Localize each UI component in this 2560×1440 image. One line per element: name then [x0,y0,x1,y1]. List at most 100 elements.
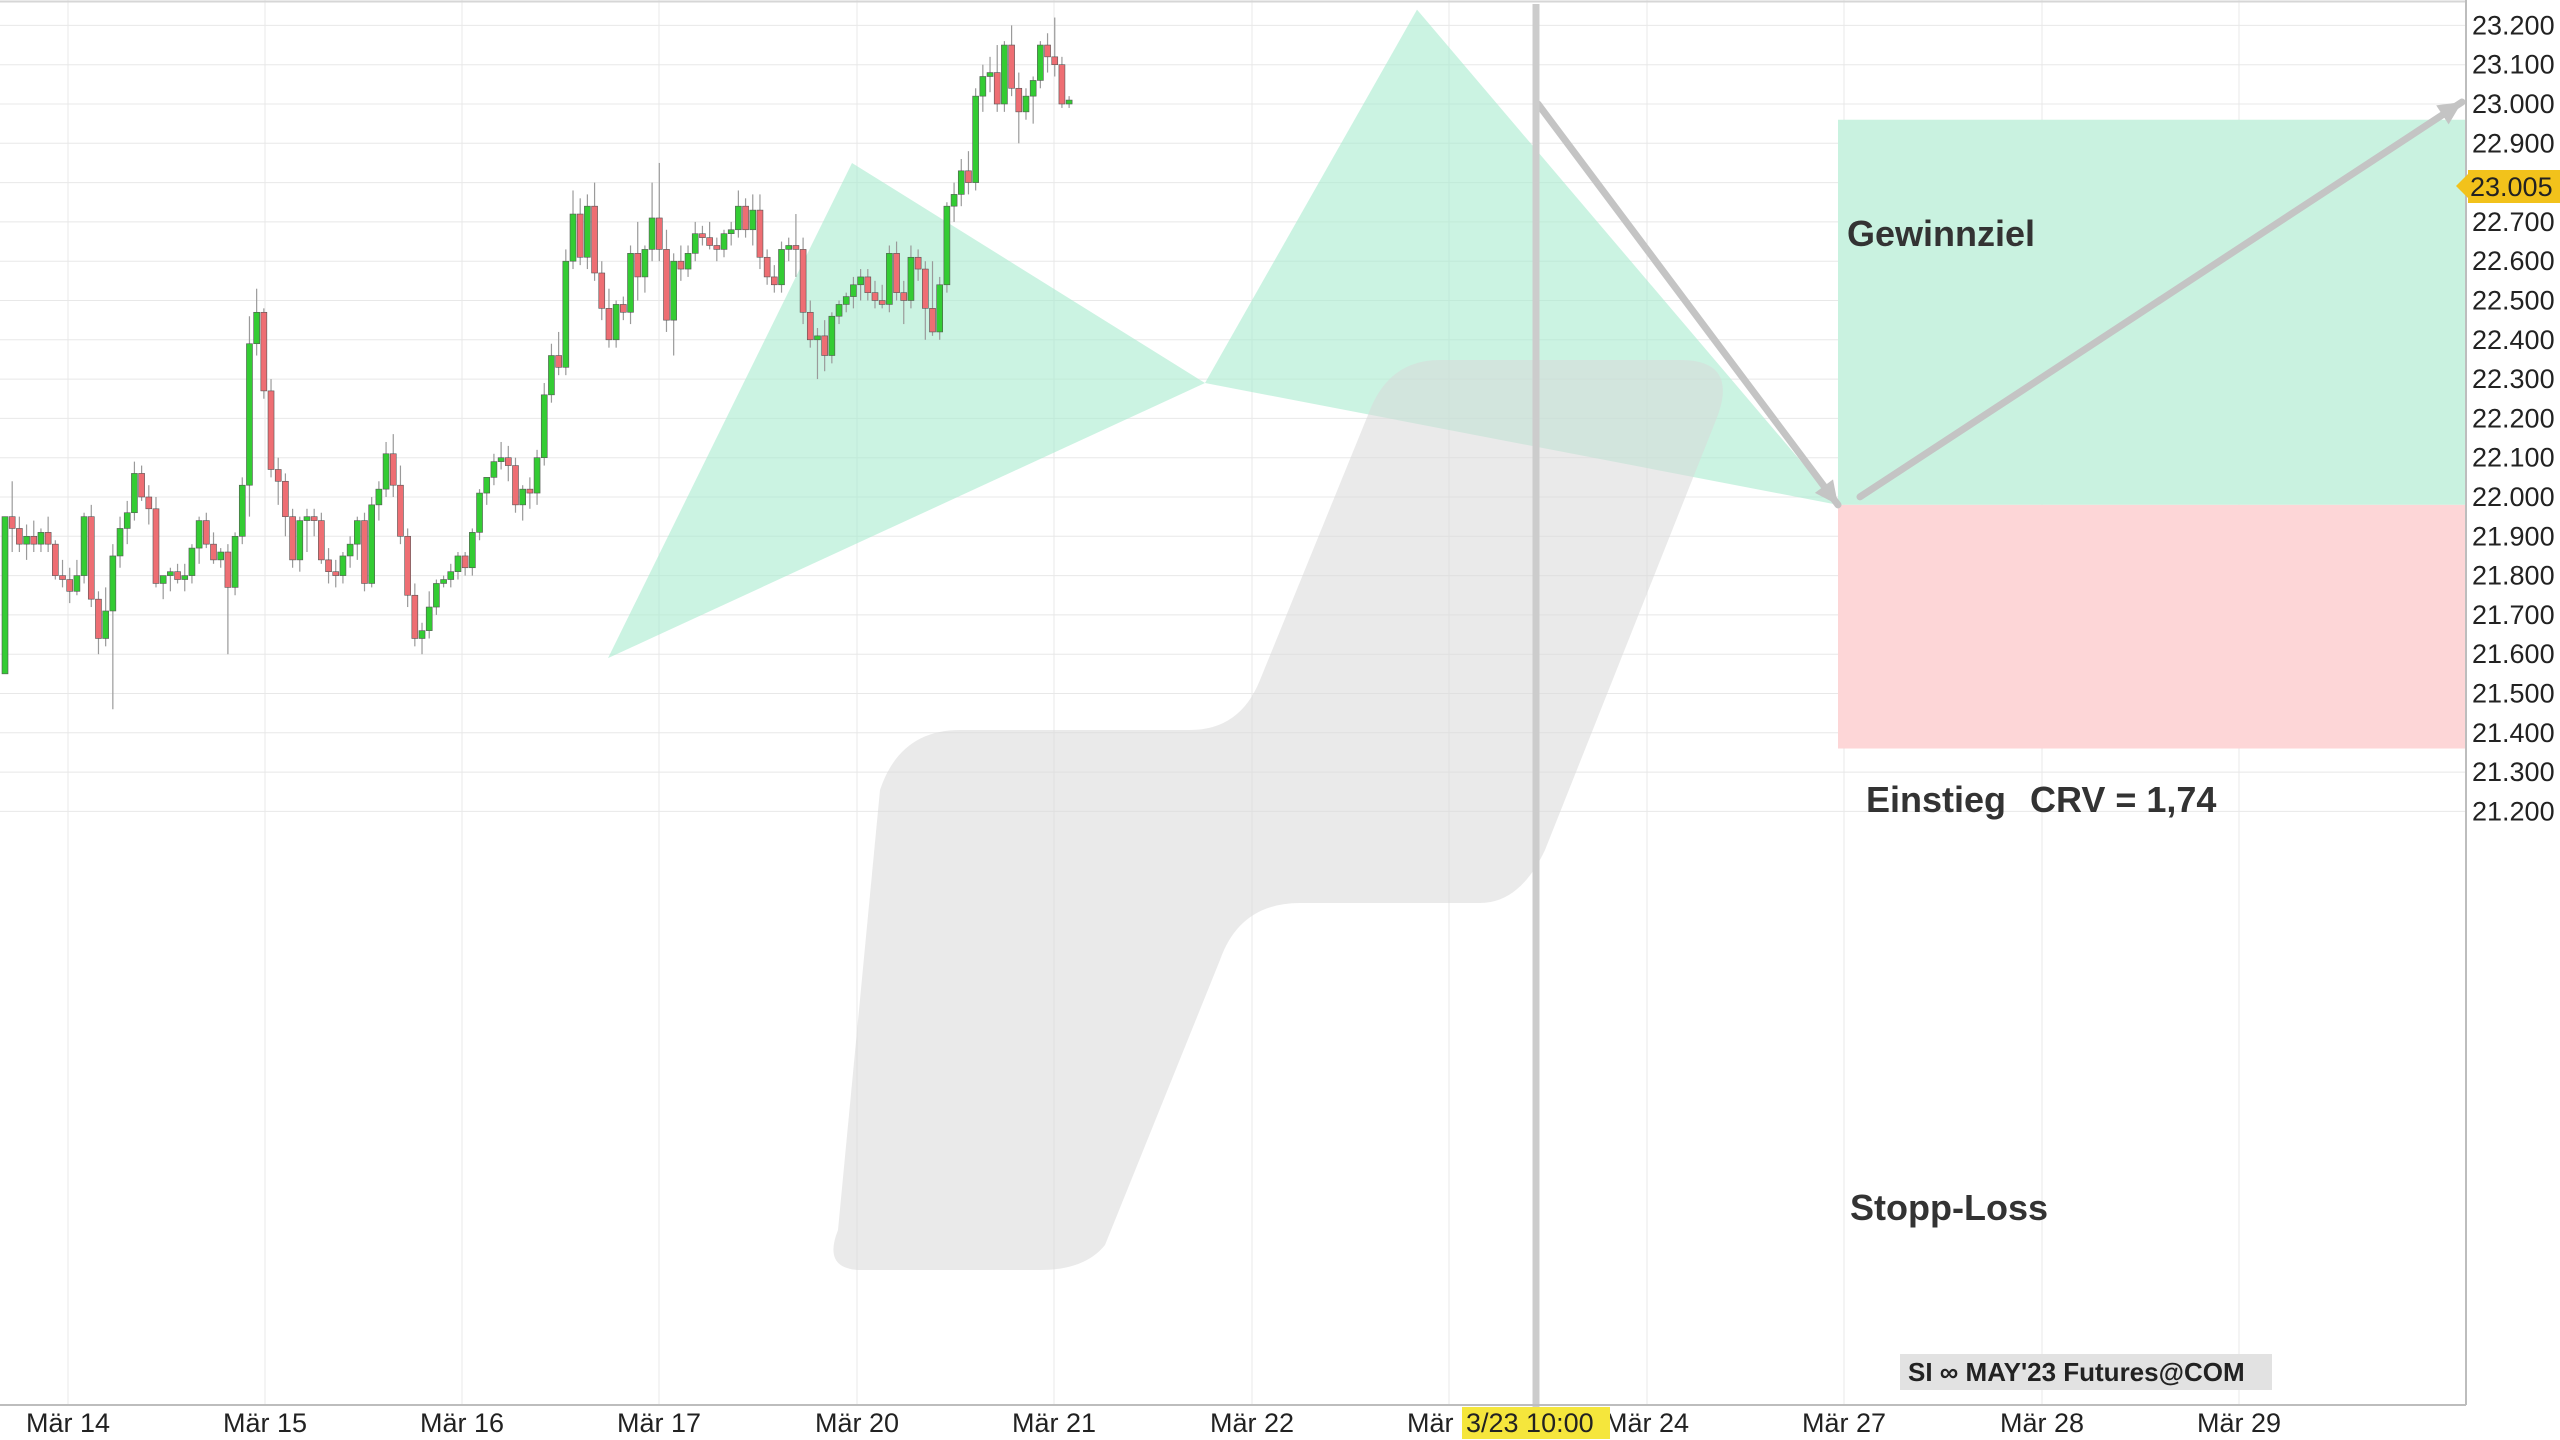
x-tick-label: Mär 29 [2197,1408,2281,1438]
svg-text:3/23 10:00: 3/23 10:00 [1466,1408,1594,1438]
candle-body [476,492,483,533]
candle-body [526,488,534,494]
candle-body [174,571,181,580]
candle-body [576,213,584,258]
candle-body [102,610,109,639]
candle-body [540,394,548,459]
candle-body [957,170,965,195]
y-tick-label: 21.500 [2472,679,2555,709]
candle-body [648,217,656,250]
candle-body [8,516,16,529]
candle-body [727,229,735,234]
candle-body [37,532,45,545]
candle-body [361,520,368,584]
candle-body [296,520,304,561]
candle-body [562,260,570,368]
candle-body [310,516,318,521]
y-tick-label: 22.900 [2472,128,2555,158]
candle-body [469,532,476,569]
y-tick-label: 21.700 [2472,600,2555,630]
candle-body [886,253,893,305]
candle-body [152,508,160,584]
candle-body [267,390,275,470]
y-tick-label: 22.200 [2472,403,2555,433]
x-tick-label: Mär 17 [617,1408,701,1438]
y-tick-label: 21.300 [2472,757,2555,787]
candle-body [965,170,972,183]
candle-body [1058,64,1066,105]
entry-label: Einstieg [1866,779,2006,820]
candle-body [850,284,857,297]
candle-body [332,571,340,576]
candle-body [404,535,411,596]
candle-body [260,311,268,392]
candle-body [203,520,210,545]
candle-body [167,571,174,576]
projection-arrows [1534,98,2466,509]
candle-body [533,457,541,494]
candle-body [828,315,836,356]
candle-body [289,516,296,561]
candle-body [871,292,879,301]
y-tick-label: 21.400 [2472,718,2555,748]
time-axis[interactable]: Mär 14 Mär 15 Mär 16 Mär 17 Mär 20 Mär 21 Mär … [26,1408,2281,1438]
candle-body [735,205,742,231]
candle-body [109,555,117,612]
candle-body [181,575,189,580]
candle-body [73,575,81,592]
candle-body [634,253,642,278]
candle-body [368,504,375,584]
y-tick-label: 21.800 [2472,561,2555,591]
y-tick-label: 21.900 [2472,521,2555,551]
candle-body [16,528,23,545]
candle-body [691,233,699,254]
candle-body [483,477,491,494]
candle-body [620,304,627,313]
candle-body [878,300,886,305]
candle-body [231,535,239,588]
candle-body [210,543,217,561]
candle-body [411,594,419,639]
candle-body [857,276,864,286]
candle-body [670,260,677,321]
candle-body [900,292,908,301]
candle-body [425,606,433,631]
candle-body [706,237,713,246]
candle-body [1022,95,1030,113]
candle-body [188,547,196,576]
candle-body [447,571,455,580]
candle-body [1008,44,1015,89]
candle-body [512,465,519,506]
candle-body [943,205,951,286]
svg-text:23.005: 23.005 [2470,172,2553,202]
arrow-to-target [1856,98,2466,501]
candle-body [303,516,311,521]
candle-body [145,496,153,510]
x-tick-label: Mär 20 [815,1408,899,1438]
candle-body [23,535,30,545]
candle-body [80,516,88,576]
candle-body [1029,80,1037,97]
candle-body [835,304,843,317]
candle-body [433,583,440,608]
candle-body [318,520,325,561]
x-tick-label: Mär 14 [26,1408,110,1438]
y-tick-label: 21.200 [2472,796,2555,826]
y-tick-label: 22.400 [2472,325,2555,355]
candle-body [497,457,505,462]
price-axis[interactable]: 21.200 21.300 21.400 21.500 21.600 21.700 21.8… [2472,10,2555,826]
crv-label: CRV = 1,74 [2030,779,2216,820]
candle-body [1065,99,1073,105]
y-tick-label: 23.200 [2472,10,2555,40]
candle-body [548,355,555,396]
candle-body [274,469,282,482]
candle-body [914,256,922,270]
candle-body [138,473,145,498]
x-tick-label: Mär 28 [2000,1408,2084,1438]
candle-body [986,72,994,77]
candle-body [655,217,663,250]
candle-body [504,457,512,466]
target-label: Gewinnziel [1847,213,2035,254]
candle-body [30,535,38,545]
